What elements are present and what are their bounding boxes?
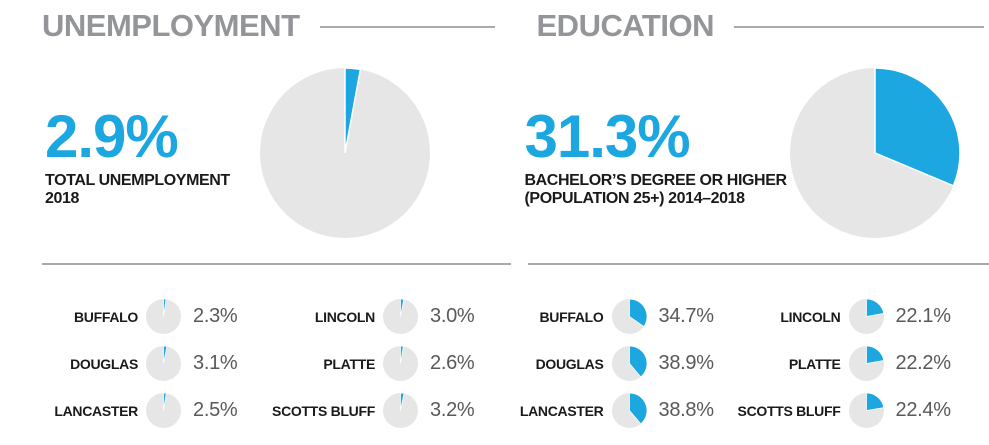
headline-stat: 31.3% BACHELOR’S DEGREE OR HIGHER (POPUL… [524, 103, 788, 208]
county-pie-chart [848, 393, 884, 428]
county-row-lincoln: LINCOLN 3.0% [272, 293, 509, 340]
county-pie-chart [611, 393, 647, 428]
county-pie-chart [383, 393, 418, 428]
county-pie-chart [146, 393, 181, 428]
county-label: LINCOLN [314, 308, 375, 325]
county-value: 3.1% [193, 352, 238, 374]
county-grid: BUFFALO 2.3% LINCOLN 3.0% DOUGLAS 3.1% P… [35, 293, 509, 434]
stat-label-line1: TOTAL UNEMPLOYMENT [45, 172, 230, 189]
section-unemployment: UNEMPLOYMENT 2.9% TOTAL UNEMPLOYMENT 201… [0, 0, 511, 428]
county-pie-chart [611, 299, 647, 334]
county-row-douglas: DOUGLAS 3.1% [35, 340, 272, 387]
stat-label: TOTAL UNEMPLOYMENT 2018 [45, 172, 230, 208]
county-value: 2.5% [193, 399, 238, 421]
county-pie-chart [146, 346, 181, 381]
county-value: 2.3% [193, 305, 238, 327]
county-row-lancaster: LANCASTER 2.5% [35, 387, 272, 434]
county-row-buffalo: BUFFALO 2.3% [35, 293, 272, 340]
county-label: DOUGLAS [70, 355, 138, 372]
headline-stat: 2.9% TOTAL UNEMPLOYMENT 2018 [45, 107, 230, 208]
main-pie-chart [260, 68, 430, 238]
county-row-platte: PLATTE 2.6% [272, 340, 509, 387]
section-title: EDUCATION [536, 8, 715, 43]
stat-label: BACHELOR’S DEGREE OR HIGHER (POPULATION … [524, 172, 788, 208]
county-value: 34.7% [658, 305, 715, 327]
county-row-buffalo: BUFFALO 34.7% [501, 293, 738, 340]
county-label: SCOTTS BLUFF [737, 402, 841, 419]
county-label: BUFFALO [73, 308, 138, 325]
section-header: UNEMPLOYMENT [0, 0, 495, 41]
stat-value: 31.3% [524, 103, 691, 170]
county-row-lancaster: LANCASTER 38.8% [501, 387, 738, 434]
stat-label-line2: (POPULATION 25+) 2014–2018 [524, 189, 745, 207]
stat-value: 2.9% [45, 103, 179, 170]
main-pie-chart [789, 68, 960, 238]
county-value: 22.1% [895, 305, 952, 327]
county-value: 3.0% [430, 305, 475, 327]
county-value: 22.4% [895, 399, 952, 421]
county-value: 3.2% [430, 399, 475, 421]
header-rule [319, 25, 495, 28]
county-label: BUFFALO [539, 308, 604, 325]
stat-label-line1: BACHELOR’S DEGREE OR HIGHER [524, 172, 788, 189]
county-label: SCOTTS BLUFF [272, 402, 375, 419]
section-divider [527, 263, 989, 265]
county-row-platte: PLATTE 22.2% [738, 340, 975, 387]
county-pie-chart [848, 346, 884, 381]
county-pie-chart [146, 299, 181, 334]
county-label: PLATTE [323, 355, 375, 372]
section-divider [42, 263, 511, 265]
county-pie-chart [848, 299, 884, 334]
county-label: LANCASTER [54, 402, 138, 419]
county-value: 2.6% [430, 352, 475, 374]
county-row-scotts-bluff: SCOTTS BLUFF 3.2% [272, 387, 509, 434]
county-label: PLATTE [788, 355, 841, 372]
county-value: 38.8% [658, 399, 715, 421]
county-row-lincoln: LINCOLN 22.1% [738, 293, 975, 340]
county-label: DOUGLAS [535, 355, 604, 372]
county-pie-chart [383, 346, 418, 381]
header-rule [733, 25, 984, 28]
section-title: UNEMPLOYMENT [42, 8, 300, 43]
section-education: EDUCATION 31.3% BACHELOR’S DEGREE OR HIG… [495, 0, 989, 445]
section-header: EDUCATION [495, 0, 989, 41]
county-row-scotts-bluff: SCOTTS BLUFF 22.4% [738, 387, 975, 434]
county-pie-chart [611, 346, 647, 381]
stat-label-line2: 2018 [45, 189, 79, 207]
county-label: LANCASTER [519, 402, 604, 419]
county-value: 22.2% [895, 352, 952, 374]
county-row-douglas: DOUGLAS 38.9% [501, 340, 738, 387]
county-grid: BUFFALO 34.7% LINCOLN 22.1% DOUGLAS 38.9… [501, 293, 975, 434]
county-label: LINCOLN [780, 308, 841, 325]
county-pie-chart [383, 299, 418, 334]
county-value: 38.9% [658, 352, 715, 374]
